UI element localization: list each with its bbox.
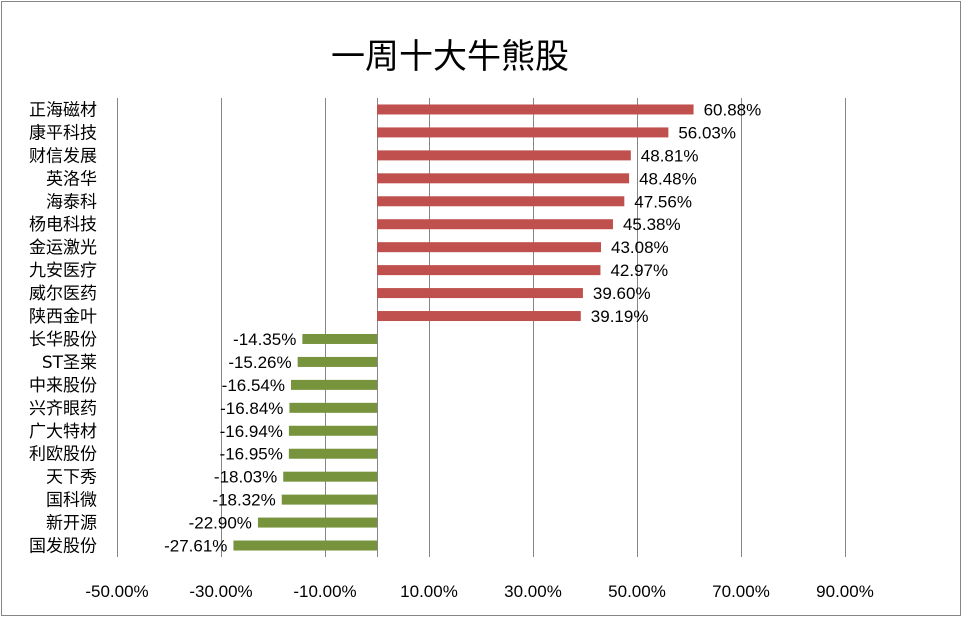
bar [377, 311, 581, 322]
data-label: 48.48% [639, 169, 697, 188]
grid [117, 98, 846, 557]
category-label: 金运激光 [29, 238, 97, 258]
x-tick-label: -30.00% [189, 582, 252, 601]
category-label: ST圣莱 [42, 353, 97, 373]
bar [288, 425, 377, 436]
data-label: 47.56% [634, 192, 692, 211]
category-label: 兴齐眼药 [29, 399, 97, 419]
x-tick-label: 30.00% [504, 582, 562, 601]
category-label: 英洛华 [46, 169, 97, 189]
bar [377, 242, 602, 253]
category-label: 国科微 [46, 491, 97, 511]
category-label: 利欧股份 [29, 445, 97, 465]
x-tick-label: -50.00% [85, 582, 148, 601]
bar [377, 127, 669, 138]
category-label: 国发股份 [29, 537, 97, 557]
category-label: 长华股份 [29, 330, 97, 350]
category-label: 广大特材 [29, 422, 97, 442]
bar [288, 448, 377, 459]
bar [297, 356, 377, 367]
x-tick-label: -10.00% [293, 582, 356, 601]
data-label: -18.03% [214, 468, 277, 487]
category-label: 财信发展 [29, 146, 97, 166]
data-label: 45.38% [623, 215, 681, 234]
bar [377, 173, 630, 184]
category-label: 新开源 [46, 514, 97, 534]
category-label: 威尔医药 [29, 284, 97, 304]
bar [377, 104, 694, 115]
data-label: 42.97% [610, 261, 668, 280]
category-label: 九安医疗 [29, 261, 97, 281]
x-tick-label: 70.00% [712, 582, 770, 601]
data-label: -18.32% [212, 491, 275, 510]
bar [290, 379, 377, 390]
bar [289, 402, 377, 413]
category-label: 康平科技 [29, 123, 97, 143]
data-label: 39.60% [593, 284, 651, 303]
data-label: 56.03% [678, 123, 736, 142]
bar [281, 494, 377, 505]
bar [302, 333, 377, 344]
x-tick-label: 90.00% [816, 582, 874, 601]
bar [377, 265, 601, 276]
labels: -50.00% -30.00% -10.00% 10.00% 30.00% 50.00% 7… [29, 100, 874, 601]
data-label: -22.90% [189, 514, 252, 533]
bar [377, 150, 631, 161]
category-label: 杨电科技 [29, 215, 97, 235]
category-label: 陕西金叶 [29, 307, 97, 327]
data-label: -14.35% [233, 330, 296, 349]
data-label: 60.88% [704, 100, 762, 119]
chart-title: 一周十大牛熊股 [331, 37, 569, 77]
data-label: -16.84% [220, 399, 283, 418]
x-tick-label: 50.00% [608, 582, 666, 601]
data-label: -16.94% [220, 422, 283, 441]
category-label: 天下秀 [46, 468, 97, 488]
data-label: -27.61% [164, 537, 227, 556]
category-label: 中来股份 [29, 376, 97, 396]
data-label: 43.08% [611, 238, 669, 257]
category-label: 海泰科 [46, 192, 97, 212]
x-tick-label: 10.00% [400, 582, 458, 601]
data-label: -16.95% [220, 445, 283, 464]
bar [233, 540, 377, 551]
bar [377, 196, 625, 207]
bar [283, 471, 377, 482]
bars [233, 104, 694, 551]
bar [377, 219, 613, 230]
data-label: -15.26% [228, 353, 291, 372]
data-label: 48.81% [641, 146, 699, 165]
category-label: 正海磁材 [29, 100, 97, 120]
data-label: 39.19% [591, 307, 649, 326]
bar [257, 517, 377, 528]
data-label: -16.54% [222, 376, 285, 395]
bar [377, 288, 583, 299]
